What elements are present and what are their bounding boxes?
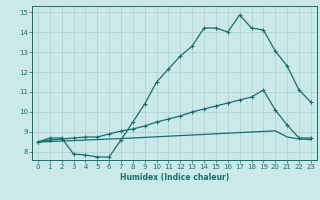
X-axis label: Humidex (Indice chaleur): Humidex (Indice chaleur)	[120, 173, 229, 182]
